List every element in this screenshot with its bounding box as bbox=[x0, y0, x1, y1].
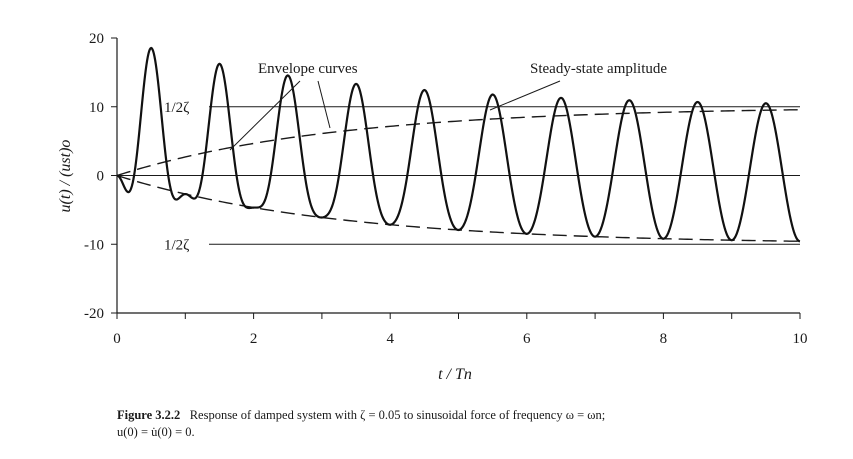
plot-area bbox=[116, 46, 801, 243]
y-tick-label: -20 bbox=[84, 306, 104, 322]
x-tick-label: 4 bbox=[386, 331, 394, 347]
x-tick-label: 2 bbox=[250, 331, 258, 347]
x-axis-label: t / Tn bbox=[438, 366, 472, 383]
x-tick-label: 0 bbox=[113, 331, 121, 347]
axes bbox=[116, 38, 800, 314]
limit-label-lower: 1/2ζ bbox=[164, 237, 189, 253]
limit-label-upper: 1/2ζ bbox=[164, 100, 189, 116]
x-tick-label: 8 bbox=[660, 331, 668, 347]
ticks: 20 10 0 -10 -20 0 2 4 6 8 10 bbox=[84, 31, 808, 347]
annotation-pointer-steady-state bbox=[489, 80, 561, 111]
y-tick-label: 10 bbox=[89, 100, 104, 116]
annotation-pointer-envelope-lower bbox=[229, 80, 301, 151]
caption-label: Figure 3.2.2 bbox=[117, 408, 181, 422]
annotations: Envelope curves Steady-state amplitude bbox=[229, 61, 667, 151]
y-tick-label: 20 bbox=[89, 31, 104, 47]
envelope-lower bbox=[116, 174, 801, 242]
envelope-upper bbox=[116, 109, 801, 177]
limit-lines: 1/2ζ 1/2ζ bbox=[164, 100, 800, 253]
chart: 20 10 0 -10 -20 0 2 4 6 8 10 1/2ζ 1/2ζ Envelope cur… bbox=[57, 31, 808, 383]
x-tick-label: 10 bbox=[793, 331, 808, 347]
annotation-pointer-envelope-upper bbox=[317, 80, 331, 129]
response-curve bbox=[116, 46, 801, 243]
y-tick-label: -10 bbox=[84, 237, 104, 253]
annotation-steady-state: Steady-state amplitude bbox=[530, 61, 667, 77]
figure-caption: Figure 3.2.2 Response of damped system w… bbox=[117, 407, 837, 441]
y-axis-label: u(t) / (ust)o bbox=[57, 140, 74, 213]
caption-line2: u(0) = u̇(0) = 0. bbox=[117, 425, 195, 439]
y-tick-label: 0 bbox=[97, 169, 105, 185]
x-tick-label: 6 bbox=[523, 331, 531, 347]
annotation-envelope: Envelope curves bbox=[258, 61, 358, 77]
caption-text: Response of damped system with ζ = 0.05 … bbox=[189, 408, 606, 422]
